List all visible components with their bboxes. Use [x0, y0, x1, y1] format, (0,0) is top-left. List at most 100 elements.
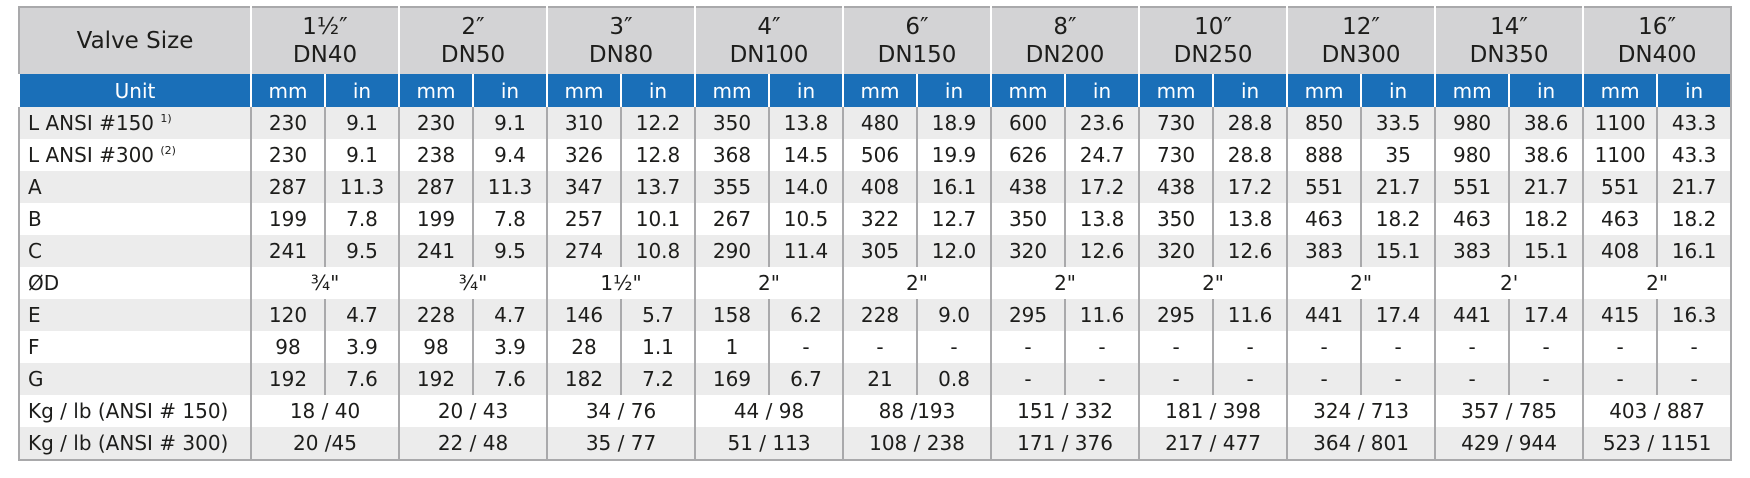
- unit-cell: in: [472, 74, 547, 107]
- cell: 6.7: [767, 363, 844, 395]
- cell: 171 / 376: [990, 427, 1140, 460]
- cell: 295: [990, 299, 1066, 331]
- cell: 158: [694, 299, 769, 331]
- row-label: B: [19, 203, 251, 235]
- cell: 287: [250, 171, 325, 203]
- cell: 20 / 43: [398, 395, 547, 427]
- cell: 10.8: [620, 235, 695, 267]
- cell: 295: [1138, 299, 1214, 331]
- data-row: G 192 7.6 192 7.6 182 7.2 169 6.7 21 0.8- - - - - - - - - -: [19, 363, 1732, 395]
- unit-cell: in: [767, 74, 844, 107]
- unit-row: Unit mm in mm in mm in mm in mm in mm in mm in mm in mm in…: [18, 74, 1732, 107]
- cell: 22 / 48: [398, 427, 547, 460]
- size-header: 8″ DN200: [990, 7, 1140, 74]
- cell: 15.1: [1360, 235, 1436, 267]
- data-row: ØD ¾" ¾" 1½" 2" 2" 2" 2" 2" 2' 2": [19, 267, 1732, 299]
- cell: 23.6: [1064, 107, 1140, 139]
- unit-cell: mm: [1434, 74, 1510, 107]
- size-dn: DN300: [1321, 42, 1401, 68]
- cell: 2": [1286, 267, 1436, 299]
- unit-cell: in: [1212, 74, 1288, 107]
- cell: 17.4: [1508, 299, 1584, 331]
- cell: 33.5: [1360, 107, 1436, 139]
- cell: -: [990, 363, 1066, 395]
- cell: 192: [250, 363, 325, 395]
- row-label: A: [19, 171, 251, 203]
- cell: 9.1: [472, 107, 547, 139]
- size-dn: DN150: [877, 42, 957, 68]
- cell: -: [916, 331, 992, 363]
- cell: 355: [694, 171, 769, 203]
- cell: -: [1212, 363, 1288, 395]
- cell: -: [1508, 363, 1584, 395]
- cell: 383: [1286, 235, 1362, 267]
- size-header: 16″ DN400: [1582, 7, 1732, 74]
- cell: 10.1: [620, 203, 695, 235]
- unit-cell: in: [324, 74, 399, 107]
- size-inch: 10″: [1194, 14, 1232, 40]
- cell: 241: [398, 235, 473, 267]
- cell: 290: [694, 235, 769, 267]
- size-inch: 2″: [461, 14, 485, 40]
- size-dn: DN100: [729, 42, 809, 68]
- cell: 28.8: [1212, 107, 1288, 139]
- cell: 169: [694, 363, 769, 395]
- cell: 108 / 238: [842, 427, 992, 460]
- cell: 28: [546, 331, 621, 363]
- size-inch: 12″: [1342, 14, 1380, 40]
- cell: 506: [842, 139, 918, 171]
- size-dn: DN50: [440, 42, 506, 68]
- row-label: F: [19, 331, 251, 363]
- cell: 523 / 1151: [1582, 427, 1732, 460]
- cell: 20 /45: [250, 427, 399, 460]
- cell: -: [1212, 331, 1288, 363]
- cell: 12.2: [620, 107, 695, 139]
- unit-cell: mm: [1582, 74, 1658, 107]
- cell: 192: [398, 363, 473, 395]
- size-dn: DN80: [588, 42, 654, 68]
- cell: 730: [1138, 107, 1214, 139]
- cell: 120: [250, 299, 325, 331]
- cell: 11.3: [324, 171, 399, 203]
- cell: 35 / 77: [546, 427, 695, 460]
- cell: 350: [1138, 203, 1214, 235]
- cell: 12.8: [620, 139, 695, 171]
- cell: -: [1064, 363, 1140, 395]
- cell: 322: [842, 203, 918, 235]
- cell: -: [1582, 363, 1658, 395]
- cell: 10.5: [767, 203, 844, 235]
- cell: 181 / 398: [1138, 395, 1288, 427]
- cell: 34 / 76: [546, 395, 695, 427]
- cell: 98: [250, 331, 325, 363]
- row-label-text: G: [28, 367, 44, 391]
- data-row: Kg / lb (ANSI # 150) 18 / 40 20 / 43 34 / 7…: [19, 395, 1732, 427]
- size-header: 14″ DN350: [1434, 7, 1584, 74]
- size-inch: 4″: [757, 14, 781, 40]
- cell: 13.7: [620, 171, 695, 203]
- cell: 320: [1138, 235, 1214, 267]
- cell: 274: [546, 235, 621, 267]
- row-label-text: E: [28, 303, 41, 327]
- cell: 182: [546, 363, 621, 395]
- cell: 228: [842, 299, 918, 331]
- cell: 850: [1286, 107, 1362, 139]
- cell: 11.3: [472, 171, 547, 203]
- cell: 51 / 113: [693, 427, 844, 460]
- cell: 368: [694, 139, 769, 171]
- row-label: ØD: [19, 267, 251, 299]
- cell: 383: [1434, 235, 1510, 267]
- row-label-text: Kg / lb (ANSI # 300): [28, 431, 229, 455]
- cell: 146: [546, 299, 621, 331]
- cell: 357 / 785: [1434, 395, 1584, 427]
- cell: 310: [546, 107, 621, 139]
- cell: 326: [546, 139, 621, 171]
- data-row: A 287 11.3 287 11.3 347 13.7 355 14.0 408 16.1 438 1…: [19, 171, 1732, 203]
- cell: 12.6: [1212, 235, 1288, 267]
- unit-cell: in: [916, 74, 992, 107]
- size-dn: DN250: [1173, 42, 1253, 68]
- cell: 463: [1434, 203, 1510, 235]
- unit-cell: in: [1360, 74, 1436, 107]
- cell: 324 / 713: [1286, 395, 1436, 427]
- row-note: (2): [160, 144, 176, 157]
